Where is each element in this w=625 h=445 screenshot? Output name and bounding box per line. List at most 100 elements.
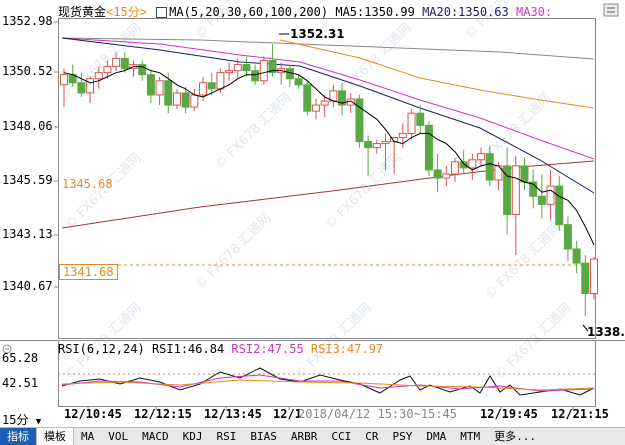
candle-down bbox=[459, 161, 468, 169]
time-axis-label: 12/10:45 bbox=[64, 407, 122, 421]
interval-label[interactable]: <15分> bbox=[106, 5, 147, 19]
tab-macd[interactable]: MACD bbox=[142, 430, 169, 443]
watermark-text: © FX678 汇通网 bbox=[322, 150, 404, 232]
ma20-line bbox=[61, 37, 595, 194]
period-selector[interactable]: 15分 ▼ bbox=[2, 411, 41, 428]
instrument-name: 现货黄金 bbox=[58, 5, 107, 19]
candle-up bbox=[94, 72, 103, 80]
candle-down bbox=[146, 74, 155, 96]
candle-up bbox=[155, 80, 164, 96]
candle-down bbox=[529, 181, 538, 197]
rsi3-value: RSI3:47.97 bbox=[310, 342, 384, 356]
ma200-line bbox=[61, 160, 595, 229]
candle-up bbox=[311, 104, 320, 112]
crosshair-time-label: 2018/04/12 15:30~15:45 bbox=[298, 407, 457, 421]
period-label: 15分 bbox=[2, 413, 29, 427]
candle-down bbox=[294, 78, 303, 86]
candle-up bbox=[511, 165, 520, 216]
low-price-label: 1338.9 bbox=[587, 325, 625, 339]
candle-up bbox=[112, 57, 121, 68]
candle-up bbox=[233, 64, 242, 72]
candle-up bbox=[190, 94, 199, 108]
tab-more[interactable]: 更多... bbox=[494, 430, 536, 443]
price-axis-label: 1350.52 bbox=[2, 64, 53, 78]
price-axis-label: 1348.06 bbox=[2, 119, 53, 133]
candle-down bbox=[303, 84, 312, 112]
tab-cci[interactable]: CCI bbox=[331, 430, 352, 443]
candle-up bbox=[259, 60, 268, 82]
indicator-tab-bar: 指标 模板 MA VOL MACD KDJ RSI BIAS ARBR CCI … bbox=[0, 427, 625, 445]
tab-arbr[interactable]: ARBR bbox=[290, 430, 318, 443]
candle-down bbox=[563, 224, 572, 250]
watermark-text: © FX678 汇通网 bbox=[62, 20, 144, 102]
settings-icon[interactable] bbox=[603, 3, 619, 17]
ma-toggle-icon[interactable] bbox=[156, 7, 168, 18]
candle-down bbox=[537, 195, 546, 205]
candle-down bbox=[424, 124, 433, 171]
rsi2-value: RSI2:47.55 bbox=[231, 342, 304, 356]
watermark-text: © FX678 汇通网 bbox=[212, 90, 294, 172]
ma30-value: MA30: bbox=[516, 5, 553, 19]
tab-rsi[interactable]: RSI bbox=[216, 430, 237, 443]
watermark-text: © FX678 汇通网 bbox=[482, 220, 564, 302]
candle-down bbox=[164, 80, 173, 106]
candle-down bbox=[77, 82, 86, 94]
candle-down bbox=[520, 165, 529, 183]
tab-kdj[interactable]: KDJ bbox=[182, 430, 203, 443]
candle-down bbox=[555, 185, 564, 226]
ma5-line bbox=[63, 66, 595, 246]
candle-down bbox=[433, 169, 442, 179]
tab-cr[interactable]: CR bbox=[365, 430, 379, 443]
tab-ma[interactable]: MA bbox=[81, 430, 95, 443]
candle-up bbox=[86, 78, 95, 94]
candle-down bbox=[207, 82, 216, 90]
high-price-label: 1352.31 bbox=[290, 27, 345, 41]
candle-up bbox=[468, 159, 477, 169]
candle-down bbox=[181, 92, 190, 108]
tab-indicators[interactable]: 指标 bbox=[0, 428, 36, 445]
main-chart-frame bbox=[58, 18, 596, 339]
candle-down bbox=[364, 141, 373, 149]
tab-mtm[interactable]: MTM bbox=[460, 430, 481, 443]
candle-down bbox=[251, 70, 260, 82]
chart-header: 现货黄金<15分> MA(5,20,30,60,100,200) MA5:135… bbox=[58, 3, 552, 20]
rsi-settings-label[interactable]: RSI(6,12,24) bbox=[58, 342, 145, 356]
candle-down bbox=[120, 57, 129, 70]
candle-up bbox=[546, 185, 555, 205]
price-axis-label: 1340.67 bbox=[2, 279, 53, 293]
candle-down bbox=[485, 153, 494, 181]
time-axis-label: 12/1 bbox=[273, 407, 302, 421]
watermark-text: © FX678 汇通网 bbox=[472, 90, 554, 172]
candle-up bbox=[372, 143, 381, 149]
candle-up bbox=[477, 153, 486, 161]
watermark-layer: © FX678 汇通网 © FX678 汇通网 © FX678 汇通网 © FX678… bbox=[62, 0, 574, 383]
ma100-line bbox=[61, 37, 595, 60]
collapse-icon[interactable] bbox=[2, 344, 12, 354]
tab-dma[interactable]: DMA bbox=[426, 430, 447, 443]
ma-settings-label[interactable]: MA(5,20,30,60,100,200) bbox=[169, 5, 329, 19]
candle-up bbox=[450, 161, 459, 175]
candle-up bbox=[590, 258, 598, 295]
candle-up bbox=[320, 100, 329, 106]
tab-psy[interactable]: PSY bbox=[392, 430, 413, 443]
candle-down bbox=[355, 98, 364, 143]
tab-templates[interactable]: 模板 bbox=[36, 428, 74, 445]
candle-up bbox=[60, 74, 68, 86]
candle-up bbox=[225, 70, 234, 74]
candlestick-series bbox=[60, 44, 598, 316]
current-price-tag: 1341.68 bbox=[59, 264, 118, 280]
rsi-axis-label: 65.28 bbox=[2, 351, 39, 365]
candle-up bbox=[381, 141, 390, 145]
time-axis-label: 12/13:45 bbox=[204, 407, 262, 421]
rsi1-line bbox=[61, 367, 595, 396]
rsi-header: RSI(6,12,24) RSI1:46.84 RSI2:47.55 RSI3:… bbox=[58, 342, 383, 356]
y-axis-ticks bbox=[54, 21, 58, 288]
candle-up bbox=[407, 112, 416, 134]
chevron-down-icon: ▼ bbox=[35, 417, 42, 427]
tab-bias[interactable]: BIAS bbox=[250, 430, 277, 443]
rsi1-value: RSI1:46.84 bbox=[151, 342, 225, 356]
price-axis-label: 1343.13 bbox=[2, 227, 53, 241]
time-axis-label: 12/21:15 bbox=[551, 407, 609, 421]
rsi3-line bbox=[61, 379, 595, 391]
tab-vol[interactable]: VOL bbox=[108, 430, 129, 443]
